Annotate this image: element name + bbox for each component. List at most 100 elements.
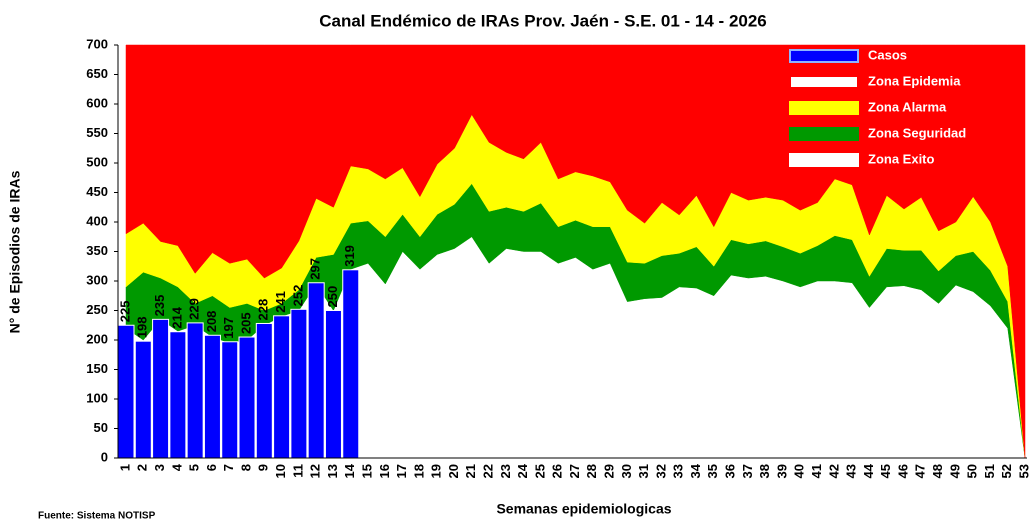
y-axis-label: N° de Episodios de IRAs <box>7 170 23 333</box>
y-tick-label: 50 <box>94 420 108 435</box>
y-tick-label: 500 <box>86 154 108 169</box>
x-tick-label: 40 <box>792 464 807 478</box>
x-tick-label: 53 <box>1016 464 1030 478</box>
x-axis-label: Semanas epidemiologicas <box>496 501 671 517</box>
x-tick-label: 47 <box>913 464 928 478</box>
y-tick-label: 650 <box>86 66 108 81</box>
legend-swatch <box>789 75 859 89</box>
y-tick-label: 100 <box>86 390 108 405</box>
x-tick-label: 5 <box>187 464 202 471</box>
bar <box>169 331 187 459</box>
bar <box>221 341 239 459</box>
x-tick-label: 6 <box>204 464 219 471</box>
y-tick-label: 350 <box>86 243 108 258</box>
x-tick-label: 16 <box>377 464 392 478</box>
y-tick-label: 250 <box>86 302 108 317</box>
bar <box>342 269 360 459</box>
bar <box>203 334 221 459</box>
legend-label: Zona Epidemia <box>868 73 961 88</box>
x-tick-label: 34 <box>688 463 703 478</box>
legend-label: Zona Exito <box>868 151 935 166</box>
legend-swatch <box>789 153 859 167</box>
x-tick-label: 30 <box>619 464 634 478</box>
x-tick-label: 39 <box>774 464 789 478</box>
data-label: 205 <box>238 312 253 334</box>
legend-label: Casos <box>868 47 907 62</box>
bar <box>307 282 325 459</box>
x-tick-label: 37 <box>740 464 755 478</box>
x-tick-label: 10 <box>273 464 288 478</box>
x-tick-label: 14 <box>342 463 357 478</box>
chart-title: Canal Endémico de IRAs Prov. Jaén - S.E.… <box>319 11 767 30</box>
x-tick-label: 27 <box>567 464 582 478</box>
x-tick-label: 33 <box>671 464 686 478</box>
legend-swatch <box>789 127 859 141</box>
x-tick-label: 46 <box>895 464 910 478</box>
x-tick-label: 36 <box>723 464 738 478</box>
x-tick-label: 17 <box>394 464 409 478</box>
x-tick-label: 11 <box>290 464 305 478</box>
x-tick-label: 19 <box>429 464 444 478</box>
y-tick-label: 0 <box>101 449 108 464</box>
bar <box>255 322 273 459</box>
x-tick-label: 48 <box>930 464 945 478</box>
data-label: 297 <box>308 258 323 280</box>
x-tick-label: 38 <box>757 464 772 478</box>
data-label: 214 <box>169 306 184 328</box>
y-tick-label: 600 <box>86 95 108 110</box>
x-tick-label: 23 <box>498 464 513 478</box>
x-tick-label: 35 <box>705 464 720 478</box>
x-tick-label: 45 <box>878 464 893 478</box>
x-tick-label: 28 <box>584 464 599 478</box>
data-label: 235 <box>152 295 167 317</box>
x-tick-label: 49 <box>947 464 962 478</box>
data-label: 241 <box>273 291 288 313</box>
x-tick-label: 50 <box>965 464 980 478</box>
y-tick-label: 450 <box>86 184 108 199</box>
bar <box>290 308 308 459</box>
x-tick-label: 31 <box>636 464 651 478</box>
data-label: 229 <box>187 298 202 320</box>
legend-swatch <box>789 101 859 115</box>
x-tick-label: 42 <box>826 464 841 478</box>
x-tick-label: 44 <box>861 463 876 478</box>
source-note: Fuente: Sistema NOTISP <box>38 511 156 519</box>
legend-label: Zona Alarma <box>868 99 947 114</box>
x-tick-label: 7 <box>221 464 236 471</box>
x-tick-label: 4 <box>169 463 184 471</box>
x-tick-label: 22 <box>480 464 495 478</box>
bar <box>117 324 135 459</box>
x-tick-label: 15 <box>359 464 374 478</box>
data-label: 252 <box>290 285 305 307</box>
x-tick-label: 41 <box>809 464 824 478</box>
x-tick-label: 1 <box>117 464 132 471</box>
x-tick-label: 29 <box>602 464 617 478</box>
bar <box>152 318 170 459</box>
x-tick-label: 18 <box>411 464 426 478</box>
legend-swatch <box>789 49 859 63</box>
x-tick-label: 52 <box>999 464 1014 478</box>
x-tick-label: 24 <box>515 463 530 478</box>
data-label: 319 <box>342 245 357 267</box>
x-tick-label: 8 <box>238 464 253 471</box>
bar <box>273 315 291 459</box>
y-tick-label: 400 <box>86 213 108 228</box>
x-tick-label: 21 <box>463 464 478 478</box>
y-tick-label: 150 <box>86 361 108 376</box>
data-label: 198 <box>135 316 150 338</box>
legend-label: Zona Seguridad <box>868 125 966 140</box>
x-tick-label: 12 <box>308 464 323 478</box>
x-tick-label: 13 <box>325 464 340 478</box>
data-label: 197 <box>221 317 236 339</box>
y-tick-label: 200 <box>86 331 108 346</box>
bar <box>134 340 152 459</box>
x-tick-label: 26 <box>550 464 565 478</box>
x-tick-label: 20 <box>446 464 461 478</box>
x-tick-label: 2 <box>135 464 150 471</box>
data-label: 225 <box>117 301 132 323</box>
y-tick-label: 700 <box>86 36 108 51</box>
x-tick-label: 43 <box>844 464 859 478</box>
bar <box>324 310 342 459</box>
bar <box>238 336 256 459</box>
